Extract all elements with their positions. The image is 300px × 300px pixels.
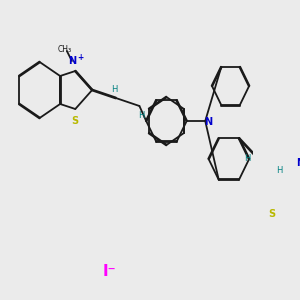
Text: H: H — [138, 110, 144, 119]
Text: +: + — [77, 52, 83, 62]
Text: S: S — [72, 116, 79, 126]
Text: N: N — [68, 56, 76, 66]
Text: S: S — [269, 209, 276, 219]
Text: CH₃: CH₃ — [58, 44, 72, 53]
Text: H: H — [276, 166, 283, 175]
Text: N: N — [296, 158, 300, 168]
Text: N: N — [205, 117, 213, 127]
Text: H: H — [244, 154, 250, 163]
Text: H: H — [111, 85, 117, 94]
Text: I⁻: I⁻ — [103, 265, 116, 280]
